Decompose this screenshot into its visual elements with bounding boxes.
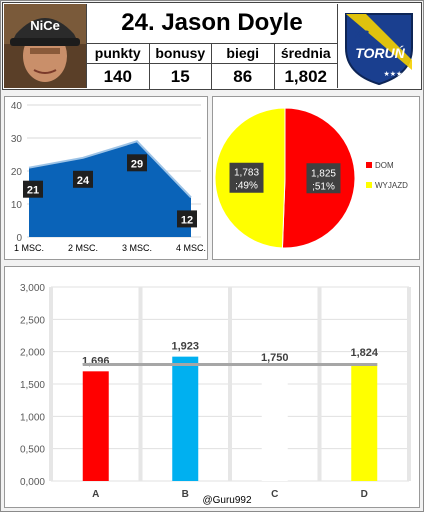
area-x-tick-label: 3 MSC. xyxy=(122,243,152,253)
area-y-tick-label: 40 xyxy=(11,101,23,112)
bar-data-label: 1,923 xyxy=(171,341,199,353)
pie-data-label-box xyxy=(229,162,264,193)
average-bar-chart-panel: 0,000 0,500 1,000 1,500 2,000 2,500 3,000 1,696… xyxy=(4,266,420,508)
bar-y-tick-label: 1,000 xyxy=(20,412,45,423)
area-x-tick-label: 4 MSC. xyxy=(176,243,206,253)
stat-value: 15 xyxy=(170,67,190,86)
player-photo: NiCe xyxy=(4,4,87,88)
area-data-label-box xyxy=(127,154,147,172)
player-header: NiCe 24. Jason Doyle punkty 140 bonusy 1… xyxy=(2,2,422,90)
average-bar-chart: 0,0000,5001,0001,5002,0002,5003,0001,696… xyxy=(20,283,411,506)
area-y-tick-label: 20 xyxy=(11,167,23,178)
stat-label: biegi xyxy=(212,43,274,64)
area-series xyxy=(29,141,191,237)
bar-y-tick-label: 2,000 xyxy=(20,348,45,359)
stat-label: bonusy xyxy=(149,43,211,64)
area-data-label: 12 xyxy=(181,214,193,226)
monthly-area-chart: 0 10 20 30 40 21 24 29 12 1 MSC. 2 MSC. 3 MSC. 4 MSC… xyxy=(11,101,206,253)
stat-biegi: biegi 86 xyxy=(212,43,275,89)
bar-y-tick-label: 2,500 xyxy=(20,315,45,326)
stat-label: punkty xyxy=(87,43,149,64)
area-series-edge xyxy=(28,140,192,199)
bar-x-tick-label: D xyxy=(361,489,368,500)
pie-legend-label: DOM xyxy=(375,161,394,170)
bar-x-tick-label: C xyxy=(271,489,278,500)
pie-data-label-value: 1,825 xyxy=(311,168,336,179)
bar-x-tick-label: B xyxy=(182,489,189,500)
pie-data-label-value: 1,783 xyxy=(234,168,259,179)
stat-punkty: punkty 140 xyxy=(87,43,150,89)
stat-srednia: średnia 1,802 xyxy=(274,43,337,89)
pie-data-label-percent: ;49% xyxy=(235,181,258,192)
area-data-label-box xyxy=(23,180,43,198)
area-data-label-box xyxy=(73,170,93,188)
area-data-label: 29 xyxy=(131,158,143,170)
stats-table: punkty 140 bonusy 15 biegi 86 średnia 1,… xyxy=(87,43,337,89)
area-x-tick-label: 1 MSC. xyxy=(14,243,44,253)
bar-y-tick-label: 0,500 xyxy=(20,445,45,456)
logo-text: TORUŃ xyxy=(355,44,405,61)
home-away-pie-chart-panel: 1,825 ;51% 1,783 ;49% DOM WYJAZD xyxy=(212,96,420,260)
stat-label: średnia xyxy=(274,43,337,64)
bar-c xyxy=(261,367,288,481)
bar-a xyxy=(82,371,109,481)
bar-y-tick-label: 0,000 xyxy=(20,477,45,488)
bar-data-label: 1,824 xyxy=(350,347,378,359)
stat-value: 86 xyxy=(233,67,253,86)
home-away-pie-chart: 1,825 ;51% 1,783 ;49% DOM WYJAZD xyxy=(214,107,408,249)
area-data-label: 24 xyxy=(77,175,90,187)
page-title: 24. Jason Doyle xyxy=(87,3,337,44)
stat-value: 140 xyxy=(103,67,132,86)
stat-bonusy: bonusy 15 xyxy=(149,43,212,89)
area-y-tick-label: 0 xyxy=(16,233,22,244)
logo-ks-text: KS xyxy=(354,29,369,41)
bar-y-tick-label: 3,000 xyxy=(20,283,45,294)
pie-legend-swatch xyxy=(366,182,372,188)
stat-value: 1,802 xyxy=(284,67,328,86)
bar-x-tick-label: A xyxy=(92,489,99,500)
area-x-tick-label: 2 MSC. xyxy=(68,243,98,253)
monthly-area-chart-panel: 0 10 20 30 40 21 24 29 12 1 MSC. 2 MSC. 3 MSC. 4 MSC… xyxy=(4,96,208,260)
area-data-label-box xyxy=(177,210,197,228)
bar-b xyxy=(172,356,199,481)
bar-d xyxy=(351,363,378,481)
cap-text: NiCe xyxy=(30,18,60,33)
bar-data-label: 1,750 xyxy=(261,352,289,364)
area-y-tick-label: 10 xyxy=(11,200,23,211)
logo-stars: ★★★★ xyxy=(383,70,408,78)
pie-data-label-percent: ;51% xyxy=(312,181,335,192)
bar-y-tick-label: 1,500 xyxy=(20,380,45,391)
watermark: @Guru992 xyxy=(202,495,252,506)
club-logo: KS TORUŃ ★★★★ xyxy=(337,4,420,88)
pie-legend-swatch xyxy=(366,162,372,168)
area-data-label: 21 xyxy=(27,185,39,197)
pie-legend-label: WYJAZD xyxy=(375,181,408,190)
area-y-tick-label: 30 xyxy=(11,134,23,145)
pie-data-label-box xyxy=(306,163,341,194)
